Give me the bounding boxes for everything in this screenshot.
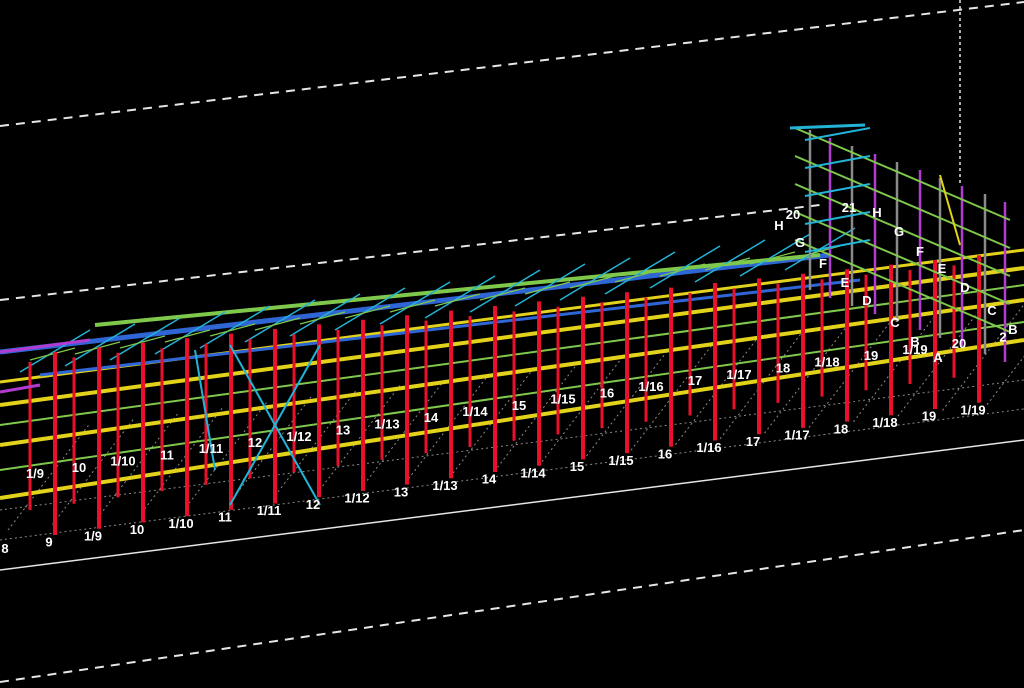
grid-label-front: 9 [45,535,52,550]
grid-label-middle: 10 [72,460,86,475]
grid-label-middle: 1/18 [814,354,839,369]
grid-label-row: H [872,205,881,220]
grid-label-front: 1/18 [872,415,897,430]
grid-label-front: 12 [306,497,320,512]
grid-label-middle: 2 [999,330,1006,345]
grid-label-row: 21 [842,200,856,215]
tower-beam-cross [805,212,870,224]
grid-label-middle: 18 [776,361,790,376]
grid-label-front: 1/10 [168,516,193,531]
grid-label-front: 19 [922,409,936,424]
grid-label-front: 1/15 [608,453,633,468]
grid-label-middle: 1/13 [374,416,399,431]
grid-label-front: 11 [218,510,232,525]
tower-beam-cross [805,128,870,140]
grid-label-front: 1/12 [344,491,369,506]
grid-label-middle: 17 [688,373,702,388]
grid-label-row: C [987,303,997,318]
guide-line-top [0,2,1024,126]
grid-label-row: G [795,235,805,250]
tower-brace [940,175,960,245]
grid-label-middle: 11 [160,447,174,462]
grid-label-middle: 1/12 [286,429,311,444]
grid-label-middle: 12 [248,435,262,450]
grid-label-row: H [774,218,783,233]
grid-label-front: 8 [1,541,8,556]
tower-beam-cross [805,156,870,168]
tower-beam [795,128,1010,220]
grid-label-middle: 1/17 [726,367,751,382]
grid-label-row: 20 [786,207,800,222]
grid-label-middle: 1/14 [462,404,488,419]
beam-purple [0,340,90,352]
grid-label-row: A [933,350,943,365]
tower-roof-beam [790,125,865,128]
grid-label-front: 1/11 [257,503,282,518]
tower-beam-cross [805,240,870,252]
grid-label-front: 1/9 [84,528,102,543]
grid-label-front: 1/14 [520,465,546,480]
beam-green-1 [0,322,1024,470]
grid-label-middle: 20 [952,336,966,351]
grid-label-front: 1/19 [960,402,985,417]
grid-label-front: 16 [658,447,672,462]
grid-label-front: 13 [394,484,408,499]
grid-label-middle: 1/15 [550,392,575,407]
grid-label-middle: 19 [864,348,878,363]
grid-label-front: 1/13 [432,478,457,493]
grid-label-middle: 14 [424,410,439,425]
grid-label-row: C [890,315,900,330]
grid-label-row: F [916,244,924,259]
grid-label-middle: 1/9 [26,466,44,481]
grid-label-middle: 13 [336,423,350,438]
grid-label-front: 15 [570,459,584,474]
guide-line-bottom [0,530,1024,682]
grid-label-front: 18 [834,421,848,436]
guide-line-mid [0,205,820,300]
grid-label-front: 10 [130,522,144,537]
grid-label-row: B [910,334,919,349]
grid-label-front: 17 [746,434,760,449]
grid-label-middle: 16 [600,385,614,400]
beam-purple [0,385,40,392]
grid-label-middle: 15 [512,398,526,413]
grid-label-row: E [938,261,947,276]
roof-purlin [335,288,405,330]
grid-label-middle: 1/16 [638,379,663,394]
grid-label-row: D [862,293,871,308]
grid-label-middle: 1/10 [110,454,135,469]
ground-edge-line [0,440,1024,570]
grid-label-row: D [960,280,969,295]
grid-label-front: 1/16 [696,440,721,455]
grid-label-front: 1/17 [784,428,809,443]
grid-label-middle: 1/11 [199,441,224,456]
grid-label-row: B [1008,322,1017,337]
grid-label-front: 14 [482,472,497,487]
tower-beam-cross [805,184,870,196]
grid-label-row: F [819,256,827,271]
grid-label-row: G [894,224,904,239]
grid-label-row: E [841,275,850,290]
